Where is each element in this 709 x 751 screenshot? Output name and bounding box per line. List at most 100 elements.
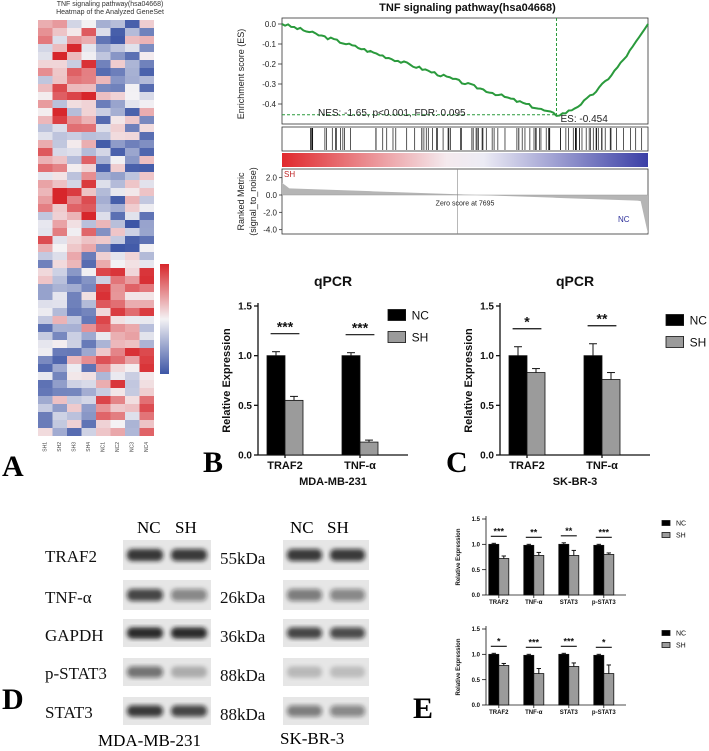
gsea-plot: 0.0 -0.1 -0.2 -0.3 -0.4 Enrichment score (ES)… [236,17,649,236]
heatmap-cell [96,164,111,172]
heatmap-cell [110,316,125,324]
heatmap-cell [110,44,125,52]
heatmap-cell [125,276,140,284]
heatmap-cell [38,28,53,36]
heatmap-cell [67,260,82,268]
heatmap-cell [139,420,154,428]
heatmap-cell [81,76,96,84]
heatmap-cell [139,52,154,60]
panel-letter-c: C [446,446,468,479]
heatmap-cell [81,44,96,52]
heatmap-cell [96,92,111,100]
heatmap-cell [38,196,53,204]
es-tick-label: -0.1 [262,40,276,49]
heatmap-cell [81,180,96,188]
heatmap-cell [125,388,140,396]
blot-group-nc-right: NC [290,518,314,537]
heatmap-cell [125,372,140,380]
category-label: STAT3 [560,710,579,716]
heatmap-cell [110,140,125,148]
category-label: STAT3 [560,600,579,606]
heatmap-cell [139,276,154,284]
heatmap-cell [139,116,154,124]
bar [523,654,535,706]
heatmap-cell [139,356,154,364]
heatmap-cell [81,228,96,236]
heatmap-cell [81,20,96,28]
heatmap-cell [110,108,125,116]
heatmap-cell [38,428,53,436]
heatmap-cell [139,308,154,316]
legend-label: SH [412,330,429,344]
heatmap-cell [96,100,111,108]
heatmap-cell [110,164,125,172]
heatmap-cell [38,116,53,124]
heatmap-cell [81,52,96,60]
es-tick-label: -0.2 [262,60,276,69]
heatmap-cell [139,196,154,204]
heatmap-cell [81,340,96,348]
heatmap-cell [139,100,154,108]
heatmap-cell [81,196,96,204]
heatmap-cell [125,116,140,124]
heatmap-cell [96,60,111,68]
heatmap-cell [52,412,67,420]
heatmap-color-legend [160,264,169,374]
heatmap-cell [52,364,67,372]
heatmap-cell [38,276,53,284]
heatmap-cell [139,252,154,260]
heatmap-cell [67,92,82,100]
heatmap-cell [67,412,82,420]
blot-band [330,549,365,561]
heatmap-cell [38,324,53,332]
heatmap-cell [67,364,82,372]
heatmap-cell [110,380,125,388]
heatmap-cell [52,372,67,380]
significance-stars: *** [564,636,575,646]
category-label: TNF-α [525,710,543,716]
heatmap-cell [96,68,111,76]
heatmap-cell [125,52,140,60]
cell-line-right: SK-BR-3 [280,729,345,748]
es-tick-label: 0.0 [265,20,277,29]
heatmap-cell [96,244,111,252]
bar [498,665,510,706]
heatmap-cell [38,92,53,100]
panel-letter-e: E [413,692,434,725]
heatmap-cell [125,404,140,412]
heatmap-cell [67,76,82,84]
heatmap-cell [67,340,82,348]
heatmap-cell [52,188,67,196]
heatmap-cell [110,300,125,308]
qpcr-chart-mda: qPCR 0.0 0.5 1.0 1.5 Relative Expression *** TR… [221,273,429,488]
heatmap-cell [52,284,67,292]
heatmap-cell [125,412,140,420]
heatmap-cell [139,348,154,356]
heatmap-cell [110,68,125,76]
blot-band [171,705,207,717]
heatmap-cell [96,396,111,404]
heatmap-cell [52,332,67,340]
heatmap-cell [52,228,67,236]
heatmap-cell [96,372,111,380]
heatmap-cell [81,364,96,372]
heatmap-cell [52,316,67,324]
heatmap-cell [96,228,111,236]
heatmap-cell [110,76,125,84]
heatmap-cell [52,324,67,332]
heatmap-cell [38,348,53,356]
heatmap-cell [81,140,96,148]
y-axis-label: Relative Expression [456,528,462,585]
bar [488,543,500,596]
heatmap-cell [110,148,125,156]
heatmap-cell [125,348,140,356]
heatmap-cell [96,364,111,372]
heatmap-cell [125,124,140,132]
heatmap-cell [96,156,111,164]
heatmap-cell [96,252,111,260]
heatmap-cell [110,188,125,196]
heatmap-cell [110,220,125,228]
heatmap-cell [67,84,82,92]
heatmap-cell [96,324,111,332]
heatmap-cell [110,28,125,36]
